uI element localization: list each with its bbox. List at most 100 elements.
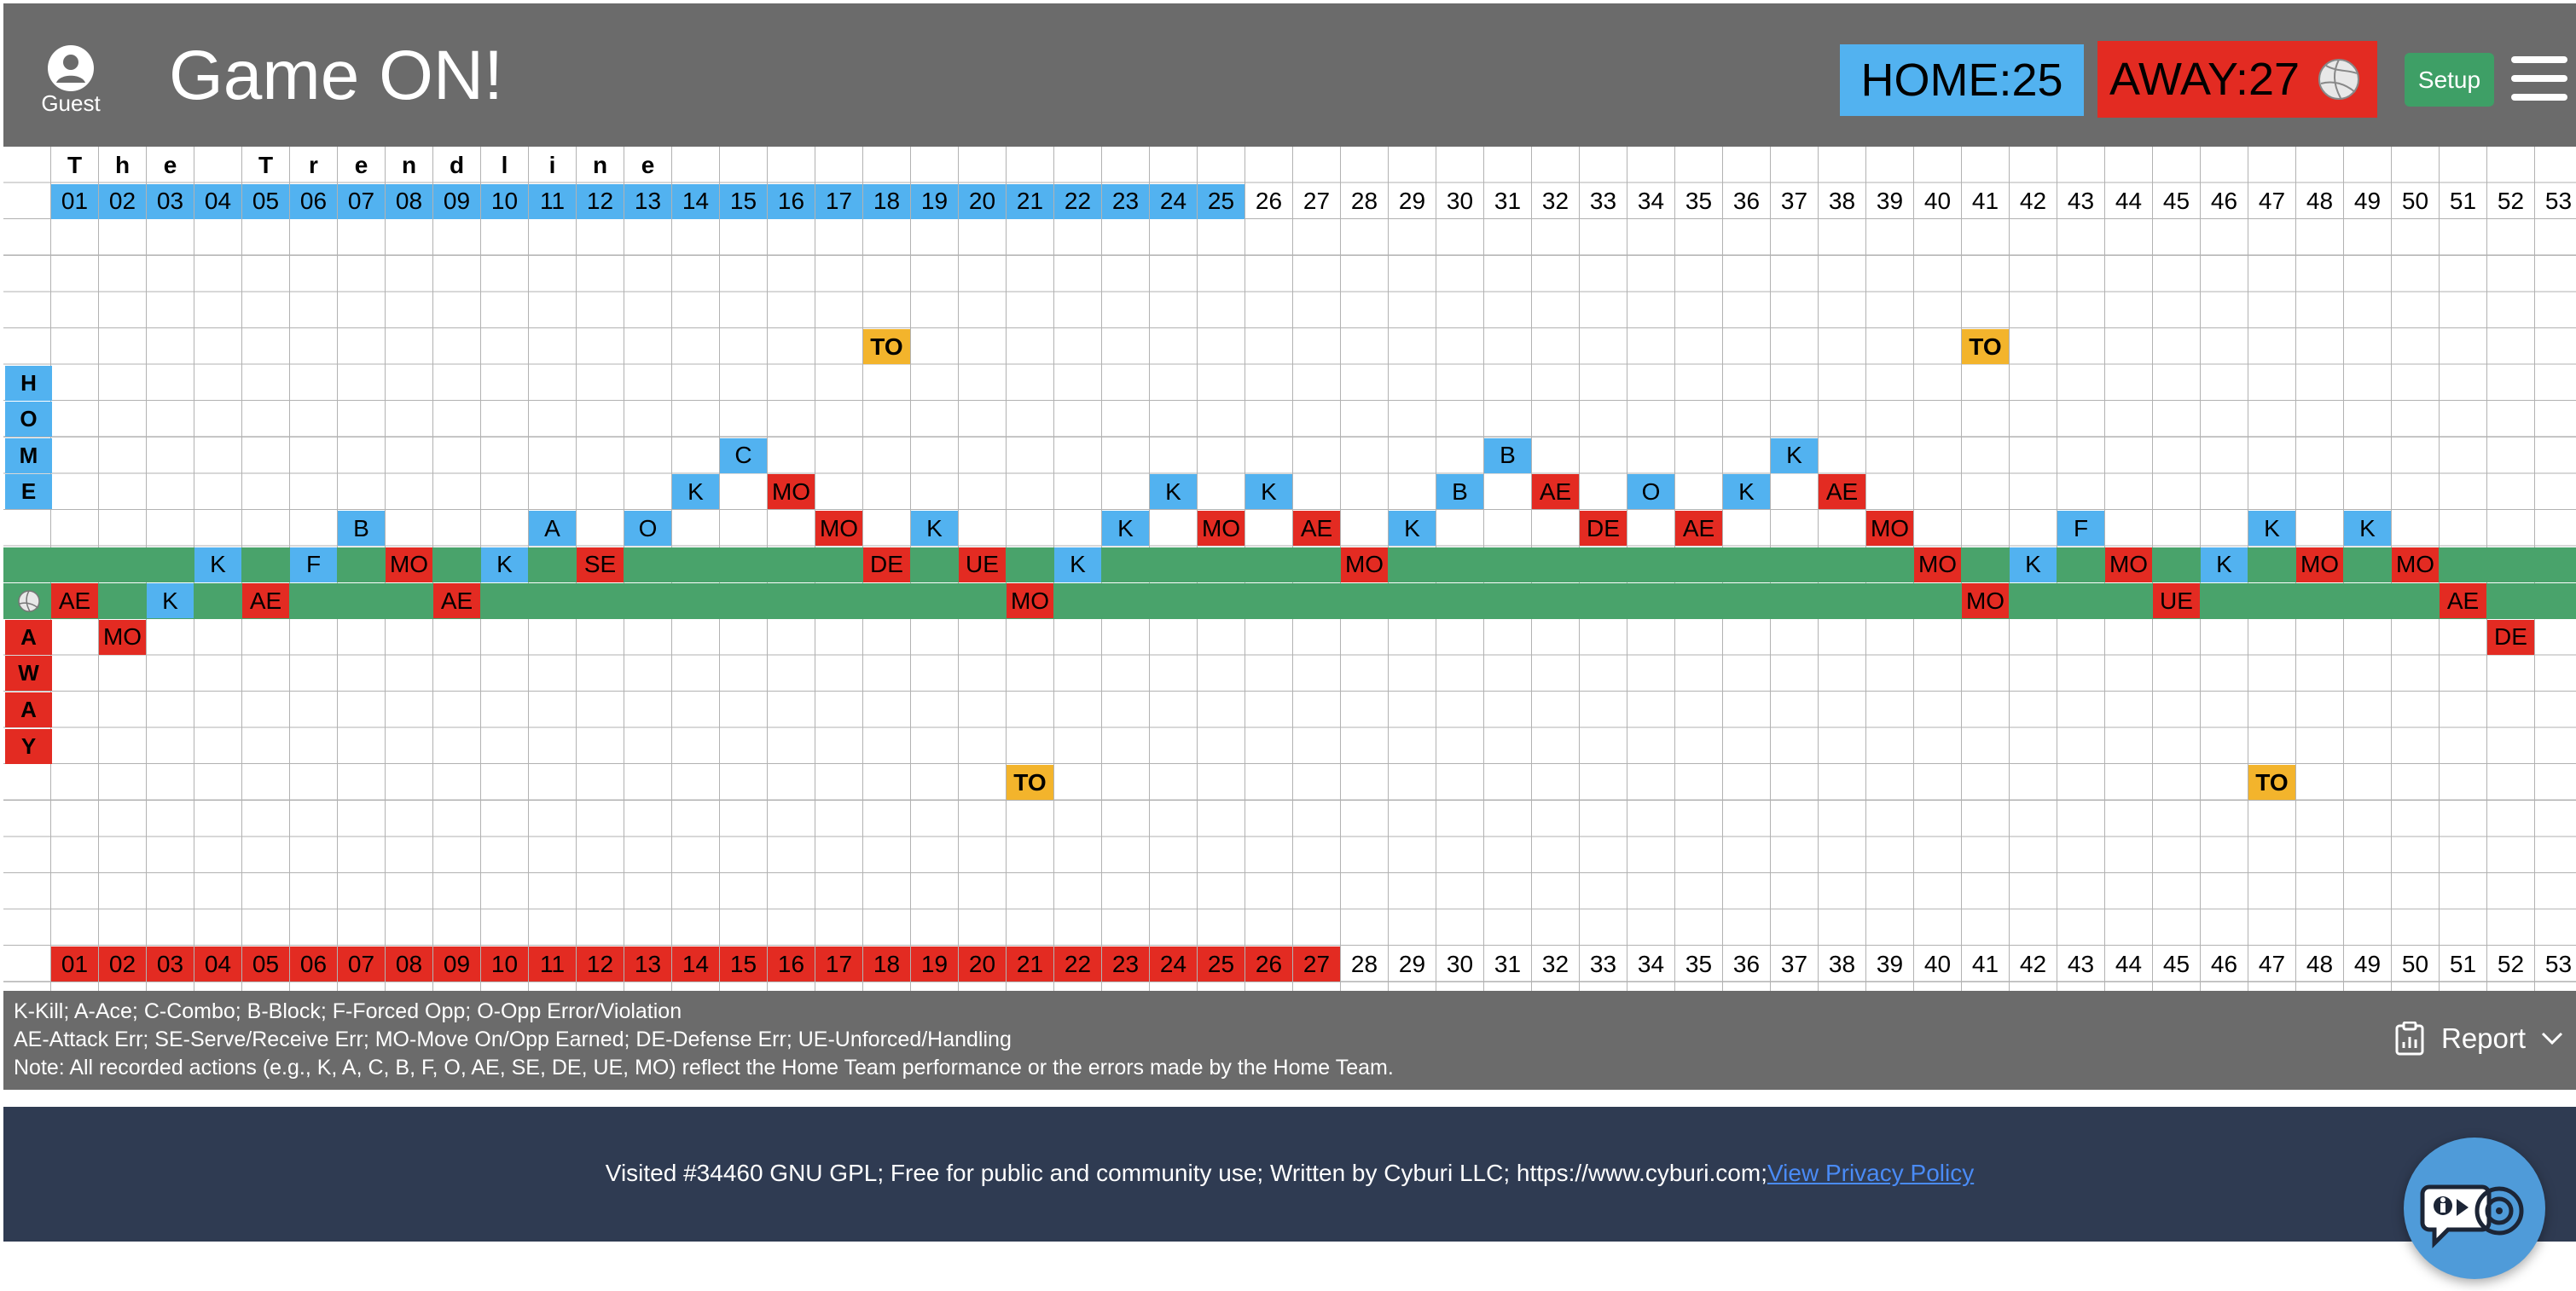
hamburger-menu-icon[interactable] — [2511, 56, 2567, 104]
column-header-top: 53 — [2544, 188, 2573, 215]
column-header-bottom: 47 — [2258, 950, 2286, 977]
guest-account[interactable]: Guest — [36, 44, 106, 117]
column-header-top: 05 — [242, 183, 289, 219]
away-score[interactable]: AWAY:27 — [2097, 41, 2377, 118]
point-mark: SE — [577, 547, 624, 582]
column-header-top: 04 — [194, 183, 241, 219]
column-header-bottom: 11 — [529, 947, 576, 982]
info-chat-icon — [2420, 1184, 2524, 1249]
column-header-bottom: 25 — [1198, 947, 1244, 982]
point-mark: K — [1723, 474, 1770, 510]
point-mark: K — [147, 583, 194, 619]
column-header-top: 42 — [2019, 188, 2047, 215]
column-header-bottom: 37 — [1780, 950, 1808, 977]
column-header-top: 47 — [2258, 188, 2286, 215]
column-header-top: 15 — [720, 183, 767, 219]
point-mark: AE — [242, 583, 289, 619]
column-header-bottom: 13 — [624, 947, 671, 982]
legend-bar: K-Kill; A-Ace; C-Combo; B-Block; F-Force… — [3, 991, 2576, 1090]
trendline-title-letter: d — [449, 151, 465, 178]
column-header-bottom: 19 — [911, 947, 958, 982]
column-header-top: 02 — [99, 183, 146, 219]
column-header-top: 44 — [2115, 188, 2143, 215]
point-mark: MO — [768, 474, 815, 510]
point-mark: K — [2201, 547, 2248, 582]
page-title: Game ON! — [169, 37, 503, 114]
column-header-top: 36 — [1732, 188, 1761, 215]
point-mark: AE — [1675, 511, 1722, 546]
column-header-bottom: 50 — [2401, 950, 2429, 977]
column-header-bottom: 18 — [863, 947, 910, 982]
column-header-bottom: 14 — [672, 947, 719, 982]
away-side-label: Y — [5, 728, 52, 764]
column-header-bottom: 45 — [2162, 950, 2190, 977]
top-bar: Guest Game ON! HOME:25 AWAY:27 Setup — [3, 3, 2576, 147]
column-header-top: 21 — [1007, 183, 1053, 219]
column-header-bottom: 38 — [1828, 950, 1856, 977]
column-header-bottom: 02 — [99, 947, 146, 982]
column-header-bottom: 49 — [2353, 950, 2382, 977]
trendline-title-letter: n — [401, 151, 417, 178]
column-header-top: 30 — [1446, 188, 1474, 215]
column-header-bottom: 52 — [2497, 950, 2525, 977]
column-header-top: 24 — [1150, 183, 1197, 219]
point-mark: MO — [2296, 547, 2343, 582]
point-mark: DE — [1580, 511, 1627, 546]
column-header-bottom: 22 — [1054, 947, 1101, 982]
point-mark: AE — [1532, 474, 1579, 510]
column-header-top: 50 — [2401, 188, 2429, 215]
column-header-top: 35 — [1685, 188, 1713, 215]
trendline-title-letter: l — [501, 151, 508, 178]
column-header-bottom: 08 — [386, 947, 432, 982]
point-mark: AE — [1819, 474, 1865, 510]
column-header-top: 45 — [2162, 188, 2190, 215]
column-header-top: 12 — [577, 183, 624, 219]
point-mark: A — [529, 511, 576, 546]
column-header-bottom: 46 — [2210, 950, 2238, 977]
volleyball-icon — [5, 583, 52, 618]
column-header-top: 27 — [1303, 188, 1331, 215]
column-header-top: 48 — [2306, 188, 2334, 215]
guest-label: Guest — [41, 90, 101, 116]
column-header-bottom: 31 — [1494, 950, 1522, 977]
column-header-bottom: 43 — [2067, 950, 2095, 977]
column-header-top: 41 — [1971, 188, 1999, 215]
help-chat-button[interactable] — [2404, 1138, 2545, 1279]
point-mark: K — [2344, 511, 2391, 546]
column-header-bottom: 41 — [1971, 950, 1999, 977]
point-mark: B — [1436, 474, 1483, 510]
column-header-bottom: 06 — [290, 947, 337, 982]
column-header-top: 33 — [1589, 188, 1617, 215]
column-header-bottom: 34 — [1637, 950, 1665, 977]
point-mark: MO — [1914, 547, 1961, 582]
trendline-title-letter: e — [163, 151, 177, 178]
baseline-row — [3, 583, 2576, 619]
point-mark: MO — [815, 511, 862, 546]
privacy-policy-link[interactable]: View Privacy Policy — [1767, 1160, 1975, 1186]
column-header-bottom: 10 — [481, 947, 528, 982]
away-side-label: A — [5, 619, 52, 655]
away-score-label: AWAY:27 — [2109, 54, 2300, 105]
timeout-mark: TO — [2248, 765, 2295, 801]
column-header-bottom: 07 — [338, 947, 385, 982]
column-header-top: 20 — [959, 183, 1006, 219]
clipboard-chart-icon — [2395, 1022, 2424, 1056]
report-label: Report — [2441, 1022, 2527, 1054]
point-mark: DE — [2487, 619, 2534, 655]
column-header-top: 38 — [1828, 188, 1856, 215]
point-mark: K — [1054, 547, 1101, 582]
point-mark: AE — [51, 583, 98, 619]
column-header-top: 06 — [290, 183, 337, 219]
legend-note: Note: All recorded actions (e.g., K, A, … — [14, 1056, 1394, 1080]
column-header-bottom: 32 — [1541, 950, 1569, 977]
setup-button[interactable]: Setup — [2405, 53, 2494, 107]
away-side-label: W — [5, 656, 52, 692]
home-score[interactable]: HOME:25 — [1840, 44, 2084, 116]
point-mark: K — [1102, 511, 1149, 546]
column-header-top: 46 — [2210, 188, 2238, 215]
column-header-top: 31 — [1494, 188, 1522, 215]
column-header-top: 19 — [911, 183, 958, 219]
home-side-label: O — [5, 402, 52, 437]
column-header-bottom: 30 — [1446, 950, 1474, 977]
report-dropdown[interactable]: Report — [2395, 1022, 2576, 1056]
